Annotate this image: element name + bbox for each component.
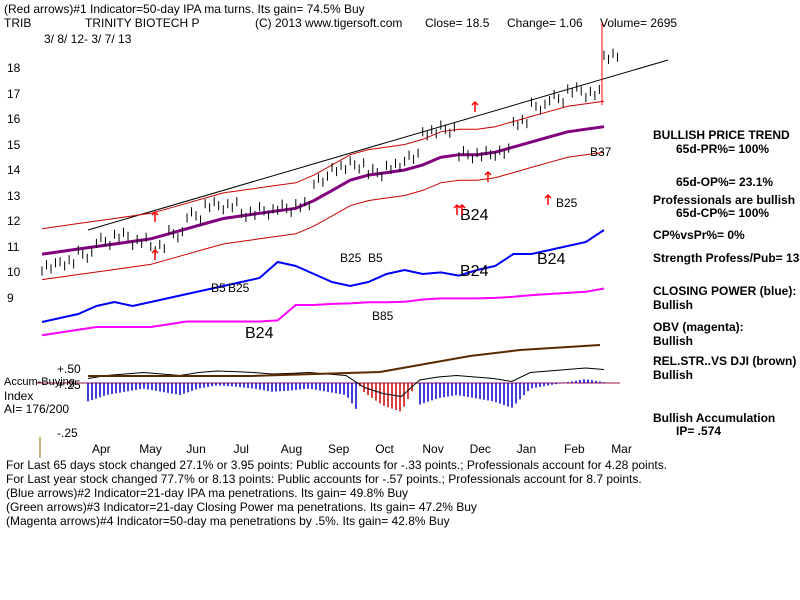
pr-value: 65d-PR%= 100% [676, 142, 770, 156]
ma-line [41, 125, 605, 256]
change-value: Change= 1.06 [507, 16, 583, 30]
month-label: Nov [422, 442, 444, 456]
red-arrow [544, 193, 552, 205]
footer-line-1: For Last 65 days stock changed 27.1% or … [6, 458, 668, 472]
signal-label: B5 [211, 281, 226, 295]
closing-power-label: CLOSING POWER (blue): [653, 284, 797, 298]
signal-label: B24 [245, 325, 274, 342]
op-value: 65d-OP%= 23.1% [676, 175, 774, 189]
trend-title: BULLISH PRICE TREND [653, 128, 790, 142]
relstr-value: Bullish [653, 368, 694, 382]
month-label: Mar [611, 442, 632, 456]
y-tick-label: 16 [7, 112, 21, 126]
ip-value: IP= .574 [676, 424, 722, 438]
y-tick-label: 11 [7, 239, 20, 254]
trend-line [87, 59, 669, 231]
red-arrow [471, 100, 479, 112]
month-label: Aug [280, 442, 303, 456]
month-label: Dec [469, 442, 491, 456]
red-arrow [458, 203, 466, 215]
red-arrow [484, 170, 492, 182]
ai-value: AI= 176/200 [4, 402, 70, 416]
footer-line-2: For Last year stock changed 77.7% or 8.1… [6, 472, 642, 486]
cp-value: 65d-CP%= 100% [676, 206, 770, 220]
accum-title: Bullish Accumulation [653, 411, 776, 425]
signal-label: B37 [590, 145, 612, 159]
y-tick-label: 18 [7, 61, 21, 75]
ticker: TRIB [4, 16, 32, 30]
red-arrow [151, 210, 159, 222]
month-label: May [139, 442, 162, 456]
indicator-1-line: (Red arrows)#1 Indicator=50-day IPA ma t… [4, 2, 365, 16]
company-name: TRINITY BIOTECH P [85, 16, 200, 30]
lower-band [41, 151, 605, 281]
accum-label-1: Accum-Buying [4, 376, 75, 388]
red-arrow [151, 248, 159, 260]
copyright: (C) 2013 www.tigersoft.com [255, 16, 403, 30]
month-label: Jun [186, 442, 206, 456]
footer-line-5: (Magenta arrows)#4 Indicator=50-day ma p… [6, 514, 450, 528]
accum-tick-minus25: -.25 [57, 426, 78, 440]
month-label: Feb [564, 442, 585, 456]
pros-status: Professionals are bullish [653, 193, 796, 207]
closing-power-line [41, 229, 605, 323]
y-tick-label: 14 [7, 163, 21, 177]
y-tick-label: 15 [7, 137, 21, 152]
y-tick-label: 9 [7, 290, 14, 305]
y-tick-label: 13 [7, 188, 21, 203]
month-label: Jul [233, 442, 249, 456]
month-label: Oct [375, 442, 394, 456]
footer-line-4: (Green arrows)#3 Indicator=21-day Closin… [6, 500, 477, 514]
y-tick-label: 12 [7, 214, 21, 228]
date-range: 3/ 8/ 12- 3/ 7/ 13 [44, 32, 132, 46]
signal-label: B25 [228, 281, 250, 295]
month-label: Sep [328, 442, 350, 456]
cpvspr-value: CP%vsPr%= 0% [653, 228, 745, 242]
closing-power-value: Bullish [653, 298, 694, 312]
month-label: Apr [92, 442, 111, 456]
obv-value: Bullish [653, 334, 694, 348]
signal-label: B24 [537, 251, 566, 268]
relstr-line [88, 344, 601, 377]
accum-label-2: Index [4, 389, 34, 403]
y-tick-label: 17 [7, 86, 21, 101]
relstr-label: REL.STR..VS DJI (brown) [653, 354, 797, 368]
strength-value: Strength Profess/Pub= 13 [653, 251, 800, 265]
signal-label: B85 [372, 309, 394, 323]
signal-label: B24 [460, 263, 489, 280]
obv-line [41, 287, 605, 337]
y-tick-label: 10 [7, 265, 21, 279]
volume-value: Volume= 2695 [600, 16, 678, 30]
accum-tick-plus50: +.50 [57, 362, 81, 376]
signal-label: B24 [460, 207, 489, 224]
upper-band [41, 100, 605, 230]
signal-label: B5 [368, 251, 383, 265]
signal-label: B25 [556, 196, 578, 210]
month-label: Jan [516, 442, 537, 456]
close-value: Close= 18.5 [425, 16, 490, 30]
accum-tick-plus25: +.25 [57, 378, 81, 392]
signal-label: B25 [340, 251, 362, 265]
obv-label: OBV (magenta): [653, 320, 744, 334]
footer-line-3: (Blue arrows)#2 Indicator=21-day IPA ma … [6, 486, 408, 500]
